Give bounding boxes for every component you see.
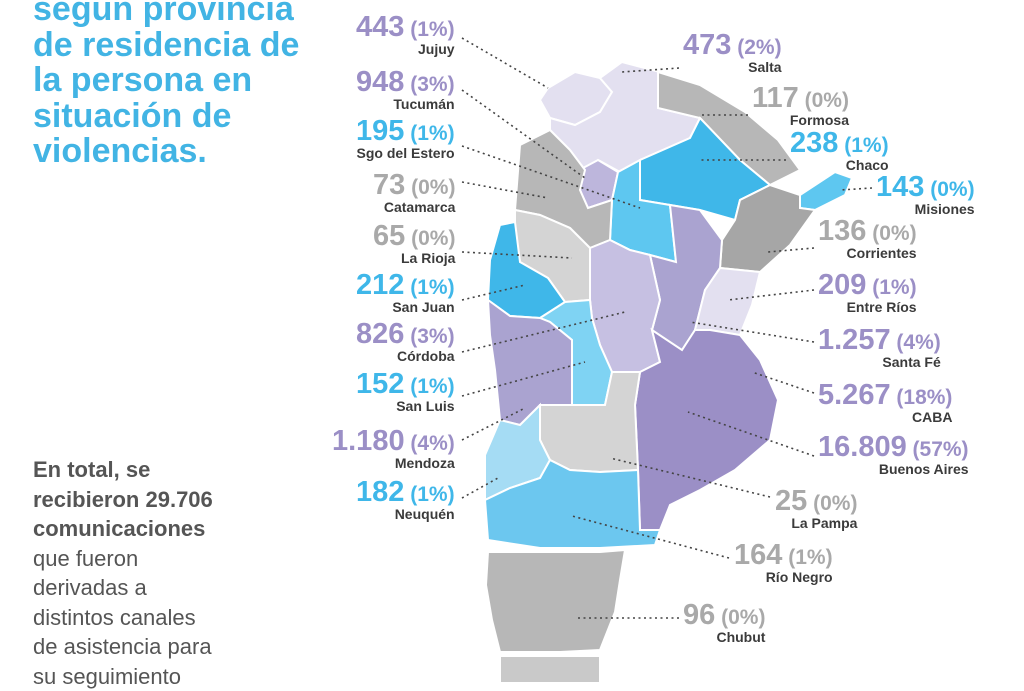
province-value: 117 — [752, 82, 799, 114]
province-name: Córdoba — [356, 349, 455, 364]
province-name: Neuquén — [356, 507, 455, 522]
region-misiones — [800, 172, 852, 210]
province-name: Río Negro — [734, 570, 833, 585]
province-percent: (1%) — [404, 276, 454, 299]
province-value: 152 — [356, 368, 404, 400]
leader-line — [462, 38, 548, 88]
province-label: 25 (0%)La Pampa — [775, 486, 857, 531]
province-name: Mendoza — [332, 456, 455, 471]
province-name: Salta — [683, 60, 782, 75]
province-name: Buenos Aires — [818, 462, 969, 477]
province-percent: (1%) — [838, 134, 888, 157]
province-label: 1.257 (4%)Santa Fé — [818, 325, 941, 370]
province-label: 16.809 (57%)Buenos Aires — [818, 432, 969, 477]
province-name: Chubut — [683, 630, 765, 645]
province-name: San Juan — [356, 300, 455, 315]
province-name: Tucumán — [356, 97, 455, 112]
province-percent: (0%) — [405, 176, 455, 199]
province-name: Chaco — [790, 158, 889, 173]
province-value: 25 — [775, 485, 807, 517]
province-value: 212 — [356, 269, 404, 301]
province-percent: (4%) — [405, 432, 455, 455]
province-label: 195 (1%)Sgo del Estero — [356, 116, 455, 161]
province-value: 1.257 — [818, 324, 891, 356]
province-percent: (3%) — [404, 325, 454, 348]
province-percent: (1%) — [404, 375, 454, 398]
province-value: 443 — [356, 11, 404, 43]
province-value: 143 — [876, 171, 924, 203]
province-label: 164 (1%)Río Negro — [734, 540, 833, 585]
province-name: Sgo del Estero — [356, 146, 455, 161]
province-label: 152 (1%)San Luis — [356, 369, 455, 414]
province-value: 96 — [683, 599, 715, 631]
province-label: 73 (0%)Catamarca — [373, 170, 455, 215]
province-name: Jujuy — [356, 42, 455, 57]
region-chubut — [486, 550, 625, 652]
province-value: 65 — [373, 220, 405, 252]
province-name: Entre Ríos — [818, 300, 917, 315]
province-percent: (1%) — [404, 122, 454, 145]
province-percent: (0%) — [924, 178, 974, 201]
province-value: 195 — [356, 115, 404, 147]
province-value: 136 — [818, 215, 866, 247]
province-percent: (57%) — [907, 438, 969, 461]
province-percent: (0%) — [715, 606, 765, 629]
province-percent: (3%) — [404, 73, 454, 96]
province-percent: (18%) — [891, 386, 953, 409]
province-label: 1.180 (4%)Mendoza — [332, 426, 455, 471]
province-label: 826 (3%)Córdoba — [356, 319, 455, 364]
province-name: CABA — [818, 410, 952, 425]
province-value: 164 — [734, 539, 782, 571]
province-name: Catamarca — [373, 200, 455, 215]
province-percent: (0%) — [807, 492, 857, 515]
province-percent: (2%) — [731, 36, 781, 59]
province-value: 182 — [356, 476, 404, 508]
province-label: 96 (0%)Chubut — [683, 600, 765, 645]
province-label: 212 (1%)San Juan — [356, 270, 455, 315]
province-name: Misiones — [876, 202, 975, 217]
province-percent: (0%) — [799, 89, 849, 112]
province-label: 143 (0%)Misiones — [876, 172, 975, 217]
province-name: San Luis — [356, 399, 455, 414]
province-percent: (0%) — [866, 222, 916, 245]
province-value: 473 — [683, 29, 731, 61]
province-percent: (4%) — [891, 331, 941, 354]
province-value: 1.180 — [332, 425, 405, 457]
province-label: 238 (1%)Chaco — [790, 128, 889, 173]
province-name: Santa Fé — [818, 355, 941, 370]
province-name: La Rioja — [373, 251, 455, 266]
province-percent: (1%) — [404, 483, 454, 506]
province-value: 16.809 — [818, 431, 907, 463]
province-label: 443 (1%)Jujuy — [356, 12, 455, 57]
province-label: 5.267 (18%)CABA — [818, 380, 952, 425]
province-label: 182 (1%)Neuquén — [356, 477, 455, 522]
province-label: 65 (0%)La Rioja — [373, 221, 455, 266]
province-value: 73 — [373, 169, 405, 201]
province-name: Formosa — [752, 113, 849, 128]
province-value: 948 — [356, 66, 404, 98]
province-value: 826 — [356, 318, 404, 350]
province-percent: (1%) — [866, 276, 916, 299]
region-santa-cruz — [500, 656, 600, 682]
province-name: Corrientes — [818, 246, 917, 261]
province-value: 209 — [818, 269, 866, 301]
province-value: 238 — [790, 127, 838, 159]
province-label: 136 (0%)Corrientes — [818, 216, 917, 261]
province-percent: (1%) — [782, 546, 832, 569]
province-value: 5.267 — [818, 379, 891, 411]
province-label: 948 (3%)Tucumán — [356, 67, 455, 112]
province-percent: (0%) — [405, 227, 455, 250]
province-label: 473 (2%)Salta — [683, 30, 782, 75]
province-label: 117 (0%)Formosa — [752, 83, 849, 128]
province-label: 209 (1%)Entre Ríos — [818, 270, 917, 315]
province-percent: (1%) — [404, 18, 454, 41]
province-name: La Pampa — [775, 516, 857, 531]
